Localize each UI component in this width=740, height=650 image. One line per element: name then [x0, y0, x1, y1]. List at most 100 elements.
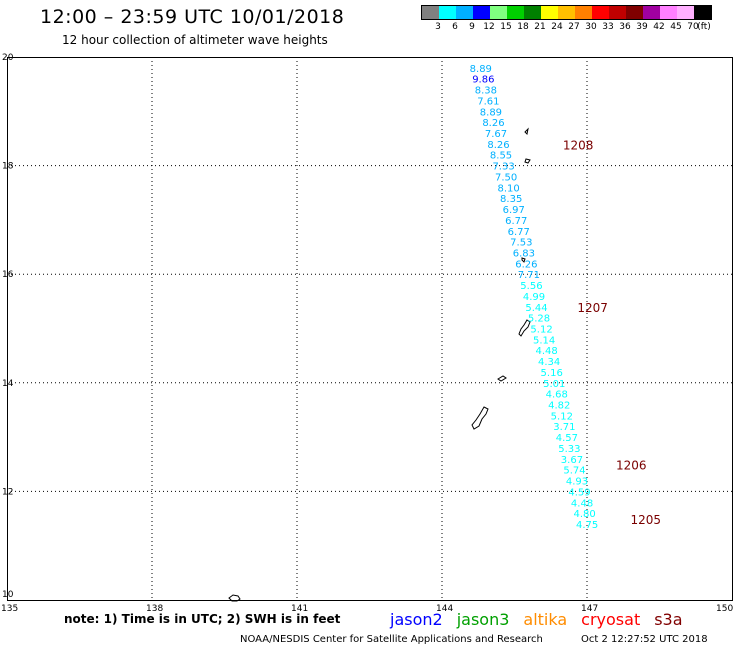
swh-reading: 5.14 — [533, 335, 555, 346]
legend-labels: 3 6 9 12 15 18 21 24 27 30 33 36 39 42 45 70 (ft) — [421, 20, 712, 34]
legend-swatch — [694, 6, 711, 19]
satellite-s3a: s3a — [654, 610, 683, 629]
swh-reading: 4.59 — [568, 487, 590, 498]
legend-swatch — [422, 6, 439, 19]
swh-reading: 6.26 — [515, 259, 537, 270]
legend-label: 39 — [636, 22, 648, 32]
swh-reading: 4.48 — [571, 498, 593, 509]
coastlines — [228, 127, 531, 602]
track-label: 1206 — [616, 459, 647, 473]
swh-reading: 8.10 — [498, 183, 520, 194]
swh-reading: 8.38 — [475, 86, 497, 97]
legend-swatch — [609, 6, 626, 19]
legend-label: 45 — [670, 22, 682, 32]
map-title: 12:00 – 23:59 UTC 10/01/2018 — [40, 6, 345, 28]
lat-tick-label: 10 — [2, 590, 14, 600]
satellite-jason2: jason2 — [390, 610, 443, 629]
legend-label: 42 — [653, 22, 665, 32]
swh-reading: 5.12 — [551, 411, 573, 422]
swh-reading: 8.26 — [487, 140, 509, 151]
lon-tick-label: 141 — [291, 604, 308, 614]
island-outline — [524, 158, 531, 164]
gridlines — [7, 57, 732, 600]
track-label: 1207 — [577, 301, 608, 315]
legend-label: (ft) — [697, 22, 711, 32]
island-outline — [518, 319, 531, 337]
legend-label: 12 — [483, 22, 495, 32]
swh-reading: 7.50 — [495, 172, 517, 183]
legend-label: 30 — [585, 22, 597, 32]
color-legend: 3 6 9 12 15 18 21 24 27 30 33 36 39 42 45 70 (ft) — [421, 5, 712, 34]
axis-tick-labels: 135 138 141 144 147 150 20 18 16 14 12 10 — [1, 53, 733, 614]
swh-reading: 7.53 — [510, 238, 532, 249]
wave-height-readings: 8.899.868.387.618.898.267.678.268.557.33… — [470, 64, 599, 531]
swh-reading: 4.99 — [523, 292, 545, 303]
legend-label: 70 — [687, 22, 699, 32]
lon-tick-label: 147 — [581, 604, 598, 614]
legend-swatch — [524, 6, 541, 19]
swh-reading: 4.75 — [576, 520, 598, 531]
lat-tick-label: 16 — [2, 270, 14, 280]
lat-tick-label: 12 — [2, 487, 13, 497]
legend-label: 3 — [435, 22, 441, 32]
swh-reading: 9.86 — [472, 75, 494, 86]
legend-label: 6 — [452, 22, 458, 32]
map-border — [7, 57, 733, 601]
swh-reading: 8.89 — [470, 64, 492, 75]
swh-reading: 5.56 — [520, 281, 542, 292]
swh-reading: 5.16 — [541, 368, 563, 379]
track-label: 1208 — [563, 138, 594, 152]
swh-reading: 5.74 — [563, 466, 585, 477]
legend-swatch — [643, 6, 660, 19]
swh-reading: 6.77 — [508, 227, 530, 238]
swh-reading: 4.34 — [538, 357, 560, 368]
credit-line: NOAA/NESDIS Center for Satellite Applica… — [240, 634, 543, 645]
island-outline — [497, 375, 507, 382]
swh-reading: 4.82 — [548, 401, 570, 412]
lon-tick-label: 144 — [436, 604, 453, 614]
lat-tick-label: 18 — [2, 162, 14, 172]
legend-label: 33 — [602, 22, 614, 32]
legend-swatch — [473, 6, 490, 19]
swh-reading: 4.57 — [556, 433, 578, 444]
legend-label: 27 — [568, 22, 580, 32]
legend-label: 24 — [551, 22, 563, 32]
swh-reading: 7.33 — [492, 162, 514, 173]
legend-swatch — [558, 6, 575, 19]
legend-swatch — [439, 6, 456, 19]
legend-swatch — [626, 6, 643, 19]
swh-reading: 3.67 — [561, 455, 583, 466]
swh-reading: 5.28 — [528, 314, 550, 325]
swh-reading: 7.71 — [518, 270, 540, 281]
lon-tick-label: 150 — [716, 604, 733, 614]
swh-reading: 4.48 — [535, 346, 557, 357]
satellite-legend: jason2 jason3 altika cryosat s3a — [390, 610, 697, 629]
legend-swatches — [421, 5, 712, 20]
lon-tick-label: 138 — [146, 604, 163, 614]
lat-tick-label: 14 — [2, 379, 14, 389]
swh-reading: 6.97 — [503, 205, 525, 216]
island-outline — [471, 406, 489, 430]
generated-timestamp: Oct 2 12:27:52 UTC 2018 — [581, 634, 708, 645]
legend-swatch — [592, 6, 609, 19]
island-outline — [524, 127, 529, 136]
swh-reading: 7.61 — [477, 96, 499, 107]
satellite-altika: altika — [523, 610, 568, 629]
satellite-jason3: jason3 — [456, 610, 510, 629]
legend-swatch — [660, 6, 677, 19]
lat-tick-label: 20 — [2, 53, 14, 63]
swh-reading: 6.83 — [513, 248, 535, 259]
legend-label: 36 — [619, 22, 631, 32]
map-subtitle: 12 hour collection of altimeter wave hei… — [62, 33, 328, 47]
legend-swatch — [507, 6, 524, 19]
island-outline — [228, 594, 241, 602]
legend-swatch — [677, 6, 694, 19]
satellite-cryosat: cryosat — [581, 610, 641, 629]
legend-swatch — [490, 6, 507, 19]
swh-reading: 5.33 — [558, 444, 580, 455]
swh-reading: 3.71 — [553, 422, 575, 433]
swh-reading: 4.93 — [566, 477, 588, 488]
track-labels: 1208 1207 1206 1205 — [563, 138, 661, 527]
footnote: note: 1) Time is in UTC; 2) SWH is in fe… — [64, 612, 341, 626]
